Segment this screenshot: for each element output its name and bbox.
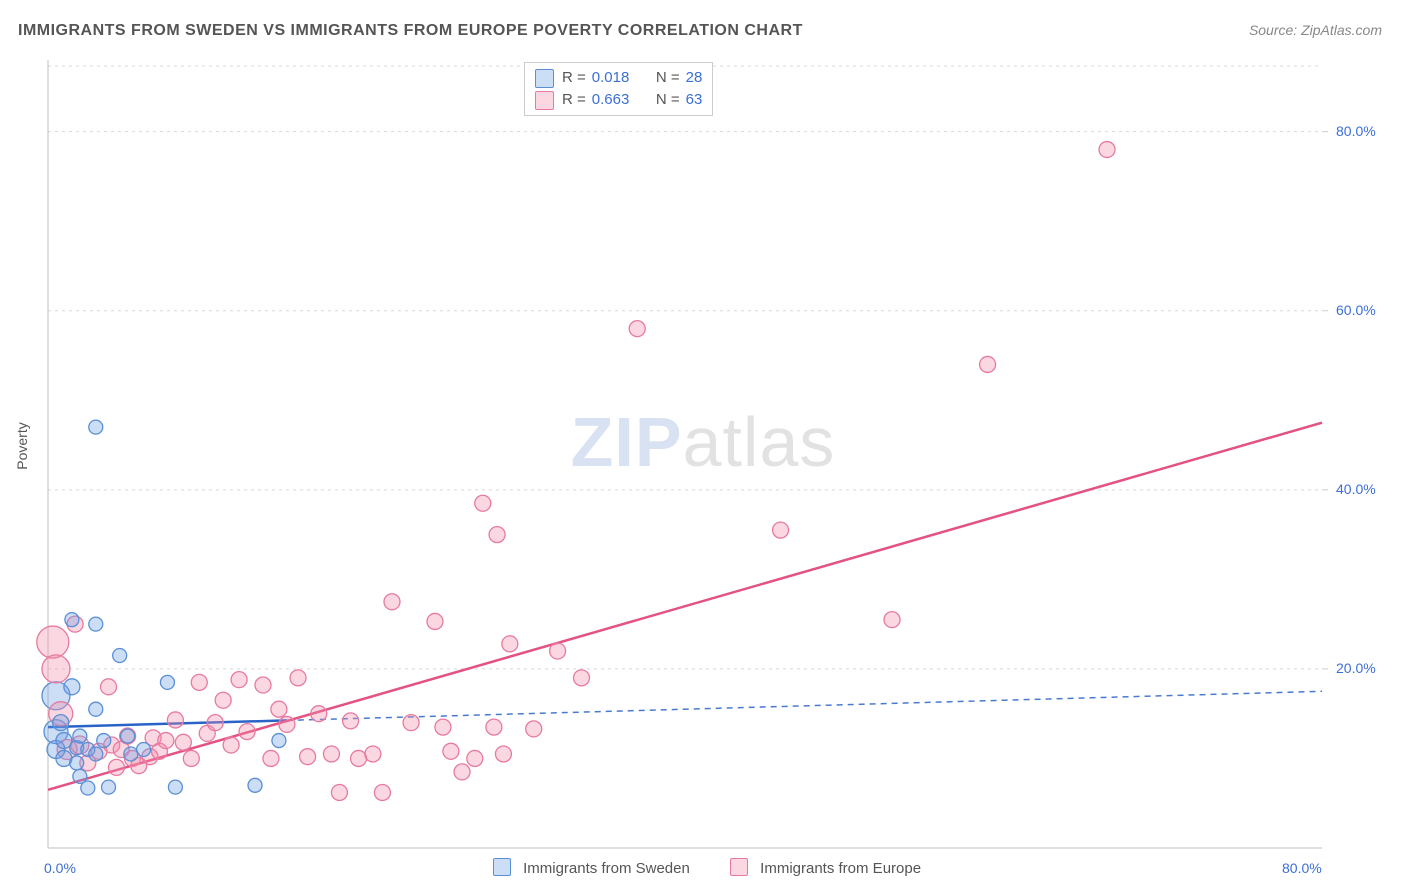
legend-swatch-blue bbox=[493, 858, 511, 876]
n-value: 63 bbox=[686, 89, 703, 111]
legend-label: Immigrants from Europe bbox=[760, 860, 921, 877]
y-tick-label: 40.0% bbox=[1336, 481, 1376, 497]
x-tick-label: 0.0% bbox=[44, 860, 76, 876]
legend-swatch-pink bbox=[730, 858, 748, 876]
r-label: R = bbox=[562, 67, 586, 89]
n-label: N = bbox=[656, 89, 680, 111]
r-label: R = bbox=[562, 89, 586, 111]
legend-label: Immigrants from Sweden bbox=[523, 860, 690, 877]
r-value: 0.018 bbox=[592, 67, 630, 89]
blue-swatch-icon bbox=[535, 69, 554, 88]
y-tick-label: 80.0% bbox=[1336, 123, 1376, 139]
n-label: N = bbox=[656, 67, 680, 89]
pink-swatch-icon bbox=[535, 91, 554, 110]
legend-item-sweden: Immigrants from Sweden bbox=[485, 858, 690, 877]
scatter-chart bbox=[0, 0, 1406, 892]
series-legend: Immigrants from Sweden Immigrants from E… bbox=[0, 858, 1406, 877]
n-value: 28 bbox=[686, 67, 703, 89]
correlation-legend-row: R = 0.663 N = 63 bbox=[535, 89, 702, 111]
x-tick-label: 80.0% bbox=[1282, 860, 1322, 876]
r-value: 0.663 bbox=[592, 89, 630, 111]
y-tick-label: 60.0% bbox=[1336, 302, 1376, 318]
legend-item-europe: Immigrants from Europe bbox=[722, 858, 921, 877]
correlation-legend: R = 0.018 N = 28R = 0.663 N = 63 bbox=[524, 62, 713, 116]
correlation-legend-row: R = 0.018 N = 28 bbox=[535, 67, 702, 89]
chart-container: IMMIGRANTS FROM SWEDEN VS IMMIGRANTS FRO… bbox=[0, 0, 1406, 892]
y-tick-label: 20.0% bbox=[1336, 660, 1376, 676]
